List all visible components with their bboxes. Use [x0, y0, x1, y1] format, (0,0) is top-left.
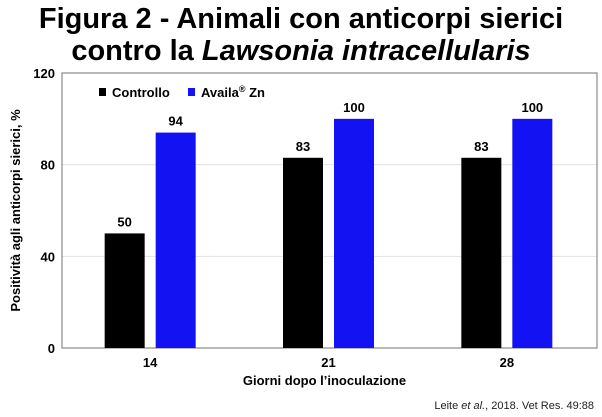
legend-label-1: Availa® Zn: [201, 84, 265, 100]
x-axis-label: Giorni dopo l’inoculazione: [243, 373, 406, 388]
y-tick-label: 120: [33, 66, 55, 81]
x-tick-label: 14: [143, 355, 158, 370]
plot-frame: [61, 72, 598, 349]
data-label: 100: [521, 100, 543, 115]
data-label: 94: [168, 114, 183, 129]
bar-controllo-14: [104, 233, 145, 348]
legend-label-0: Controllo: [112, 85, 170, 100]
title-italic: Lawsonia intracellularis: [201, 35, 531, 67]
data-label: 100: [343, 100, 365, 115]
x-tick-label: 28: [500, 355, 514, 370]
y-tick-label: 0: [48, 341, 55, 356]
chart-title-line1: Figura 2 - Animali con anticorpi sierici: [38, 3, 564, 35]
bar-controllo-28: [461, 157, 502, 348]
bar-availa-21: [334, 118, 374, 348]
chart-title-line2: contro la Lawsonia intracellularis: [0, 35, 602, 67]
source-citation: Leite et al., 2018. Vet Res. 49:88: [434, 400, 594, 412]
x-tick-label: 21: [321, 355, 335, 370]
y-axis-label: Positività agli anticorpi sierici, %: [8, 109, 23, 312]
source-author: Leite: [434, 400, 462, 412]
legend-swatch-1: [188, 88, 195, 96]
data-label: 83: [474, 139, 488, 154]
y-tick-label: 80: [41, 158, 55, 173]
data-label: 50: [117, 214, 131, 229]
y-tick-label: 40: [41, 249, 55, 264]
bar-controllo-21: [283, 157, 323, 348]
source-etal: et al.: [461, 400, 486, 412]
bar-availa-28: [512, 118, 553, 348]
bar-availa-14: [155, 132, 196, 348]
legend-swatch-0: [99, 88, 106, 96]
source-rest: , 2018. Vet Res. 49:88: [485, 400, 594, 412]
data-label: 83: [296, 139, 310, 154]
title-prefix: contro la: [71, 35, 202, 67]
